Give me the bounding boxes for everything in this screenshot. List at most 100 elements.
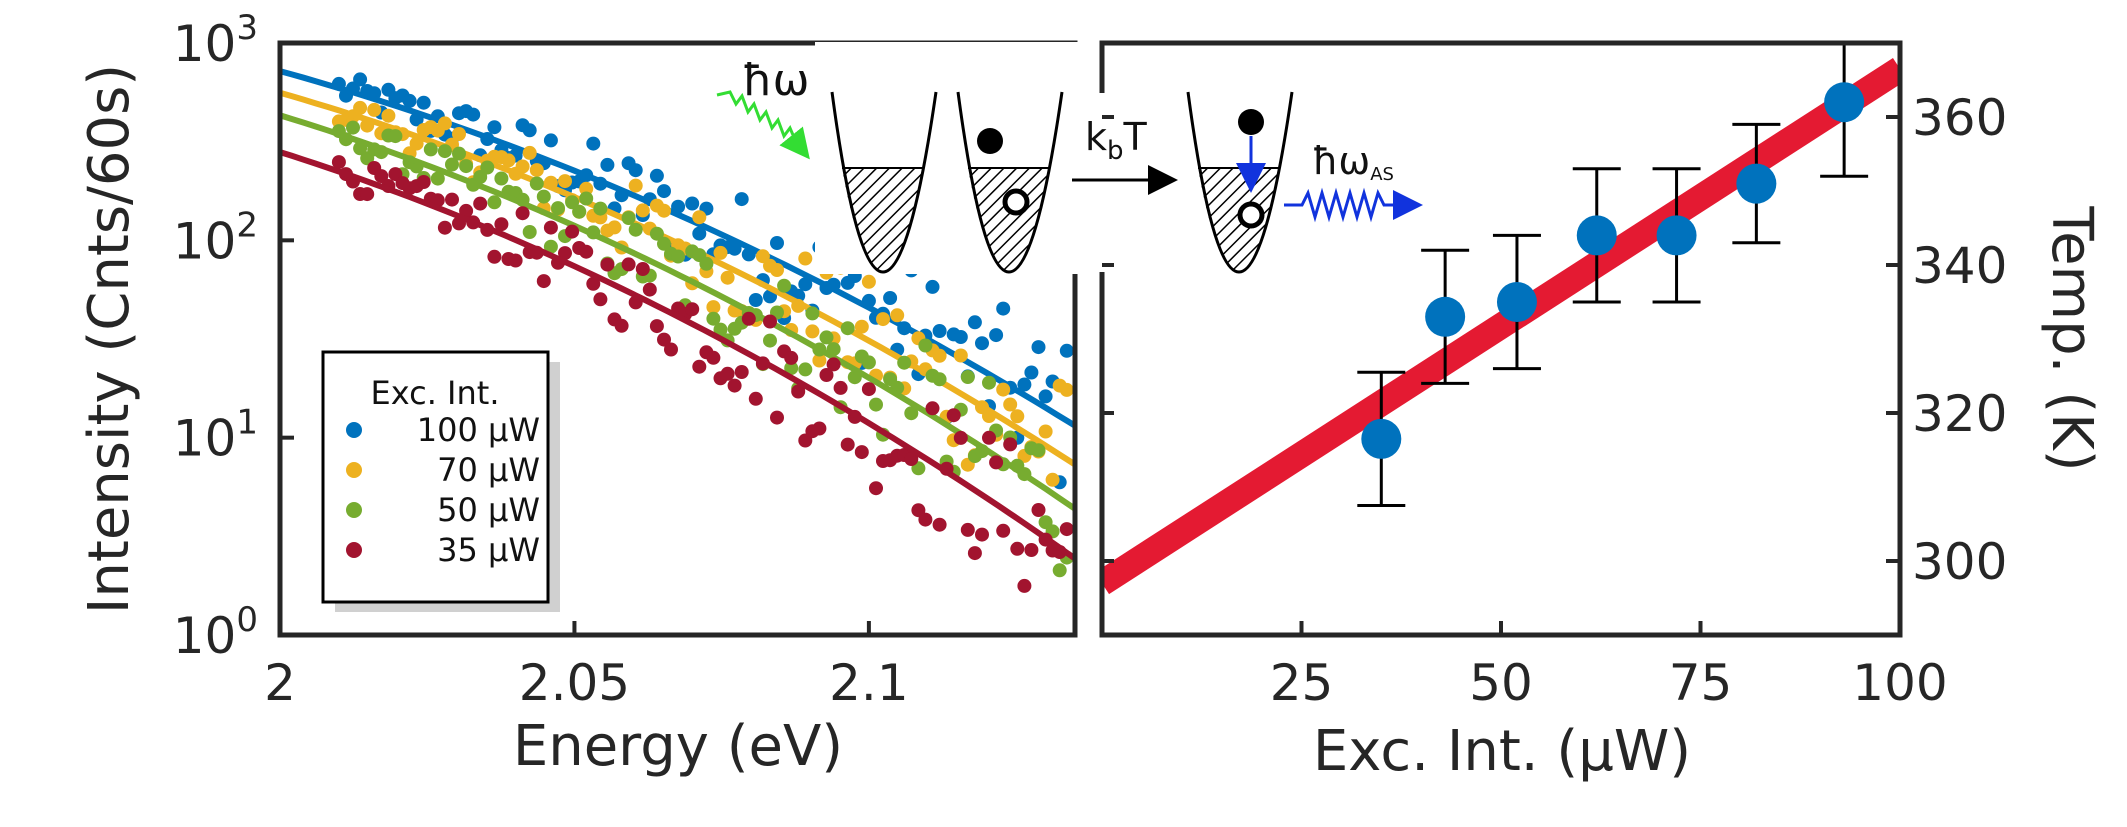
data-point bbox=[805, 306, 820, 321]
electron-dot-2 bbox=[1238, 109, 1264, 135]
data-point bbox=[925, 279, 940, 294]
data-point bbox=[579, 244, 594, 259]
fit-line bbox=[280, 149, 1075, 563]
y-tick-label: 320 bbox=[1912, 385, 2007, 443]
data-point bbox=[840, 321, 855, 336]
data-point bbox=[586, 136, 601, 151]
left-axes-frame bbox=[277, 40, 1078, 638]
data-point bbox=[628, 163, 643, 178]
data-point bbox=[529, 176, 544, 191]
data-point bbox=[501, 153, 516, 168]
data-point bbox=[982, 375, 996, 390]
outgoing-photon-sub: AS bbox=[1370, 164, 1394, 185]
data-point bbox=[649, 226, 664, 241]
left-y-axis-label: Intensity (Cnts/60s) bbox=[77, 64, 142, 614]
data-point bbox=[812, 421, 827, 436]
data-point bbox=[1059, 522, 1074, 537]
outgoing-photon-label: ħω bbox=[1312, 139, 1370, 183]
svg-text:ħωAS: ħωAS bbox=[1312, 139, 1394, 185]
data-point bbox=[861, 382, 876, 397]
data-point bbox=[932, 324, 947, 338]
data-point bbox=[473, 196, 488, 211]
data-point bbox=[953, 348, 968, 363]
data-point bbox=[1496, 282, 1537, 322]
legend-entry-label: 70 μW bbox=[437, 451, 540, 489]
data-point bbox=[932, 348, 947, 363]
right-plot-data bbox=[1102, 43, 1900, 595]
data-point bbox=[685, 196, 700, 211]
y-tick-label: 103 bbox=[173, 8, 258, 73]
left-panel: 2 2.05 2.1 100 101 102 103 Energy (eV) Intensi… bbox=[77, 8, 1423, 779]
data-point bbox=[861, 355, 876, 370]
data-point bbox=[360, 187, 375, 202]
temperature-point bbox=[1421, 248, 1470, 385]
data-point bbox=[600, 157, 615, 172]
x-tick-label: 2.05 bbox=[519, 654, 630, 712]
svg-text:kbT: kbT bbox=[1085, 115, 1148, 166]
data-point bbox=[572, 204, 587, 219]
data-point bbox=[515, 206, 530, 221]
data-point bbox=[642, 282, 657, 297]
data-point bbox=[388, 129, 403, 144]
data-point bbox=[798, 277, 813, 292]
data-point bbox=[430, 171, 445, 186]
data-point bbox=[1425, 296, 1466, 337]
energy-level-inset: ħω kbT ħωAS bbox=[716, 42, 1423, 274]
data-point bbox=[883, 291, 898, 305]
data-point bbox=[459, 159, 474, 174]
data-point bbox=[416, 175, 431, 189]
data-point bbox=[946, 408, 961, 423]
data-point bbox=[381, 108, 396, 123]
y-tick-label: 101 bbox=[173, 403, 258, 468]
data-point bbox=[1059, 382, 1074, 397]
data-point bbox=[925, 401, 940, 416]
x-tick-label: 50 bbox=[1469, 654, 1533, 712]
data-point bbox=[621, 211, 636, 225]
data-point bbox=[1031, 340, 1046, 355]
data-point bbox=[671, 249, 686, 264]
data-point bbox=[1003, 397, 1018, 412]
data-point bbox=[798, 251, 813, 266]
x-tick-label: 75 bbox=[1669, 654, 1733, 712]
legend-title: Exc. Int. bbox=[371, 374, 500, 412]
data-point bbox=[466, 107, 481, 122]
data-point bbox=[727, 378, 742, 393]
data-point bbox=[996, 523, 1011, 538]
data-point bbox=[657, 184, 671, 199]
x-tick-label: 2 bbox=[264, 654, 296, 712]
well-3 bbox=[1186, 91, 1294, 274]
data-point bbox=[763, 333, 777, 348]
data-point bbox=[487, 120, 502, 135]
data-point bbox=[635, 203, 650, 218]
data-point bbox=[989, 455, 1004, 470]
data-point bbox=[649, 168, 664, 183]
x-tick-label: 2.1 bbox=[829, 654, 909, 712]
data-point bbox=[515, 159, 530, 174]
left-plot-data bbox=[280, 68, 1075, 593]
data-point bbox=[607, 220, 622, 235]
data-point bbox=[558, 174, 572, 189]
left-x-axis-label: Energy (eV) bbox=[513, 714, 843, 779]
data-point bbox=[854, 445, 869, 460]
temperature-point bbox=[1732, 122, 1781, 245]
data-point bbox=[1024, 543, 1039, 557]
hole-dot bbox=[1002, 188, 1030, 216]
transfer-label-k: k bbox=[1085, 115, 1107, 159]
data-point bbox=[1031, 503, 1046, 517]
data-point bbox=[522, 145, 537, 160]
data-point bbox=[346, 120, 360, 135]
legend-entry-label: 50 μW bbox=[437, 491, 540, 529]
data-point bbox=[621, 257, 636, 272]
data-point bbox=[487, 195, 502, 210]
transfer-label-t: T bbox=[1123, 115, 1148, 159]
data-point bbox=[657, 203, 671, 218]
data-point bbox=[854, 319, 869, 334]
legend-marker bbox=[346, 502, 362, 518]
data-point bbox=[840, 437, 855, 452]
data-point bbox=[487, 249, 502, 264]
outgoing-photon-arrow bbox=[1284, 187, 1423, 223]
data-point bbox=[657, 236, 671, 251]
